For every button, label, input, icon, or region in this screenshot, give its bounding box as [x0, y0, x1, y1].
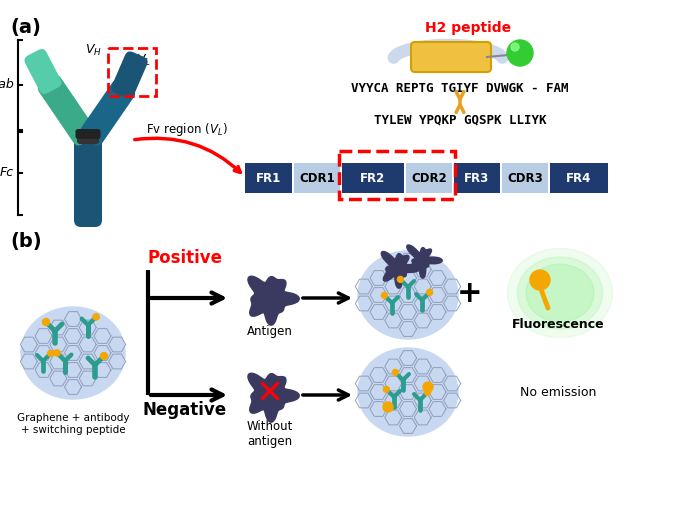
Ellipse shape: [526, 264, 594, 322]
Text: +: +: [457, 279, 483, 307]
Bar: [245, 163, 292, 193]
Text: $V_L$: $V_L$: [136, 52, 151, 67]
Ellipse shape: [508, 248, 612, 338]
Text: No emission: No emission: [520, 386, 596, 398]
Text: Fv region ($V_L$): Fv region ($V_L$): [146, 121, 228, 138]
Circle shape: [48, 351, 53, 356]
Text: Graphene + antibody
+ switching peptide: Graphene + antibody + switching peptide: [16, 413, 129, 435]
Text: Fc: Fc: [0, 167, 14, 179]
Bar: [550, 163, 608, 193]
Text: Positive: Positive: [147, 249, 223, 267]
Text: CDR3: CDR3: [507, 172, 543, 185]
Text: Antigen: Antigen: [247, 325, 293, 338]
Circle shape: [42, 319, 49, 325]
Text: FR1: FR1: [256, 172, 281, 185]
FancyBboxPatch shape: [411, 42, 491, 72]
Circle shape: [511, 43, 519, 51]
FancyBboxPatch shape: [111, 51, 148, 99]
Circle shape: [425, 390, 431, 395]
Ellipse shape: [358, 251, 458, 339]
Text: FR4: FR4: [566, 172, 592, 185]
Circle shape: [530, 270, 550, 290]
Text: FR3: FR3: [464, 172, 490, 185]
Bar: [339, 151, 455, 199]
Text: Without
antigen: Without antigen: [247, 420, 293, 448]
FancyBboxPatch shape: [74, 133, 102, 227]
Circle shape: [507, 40, 533, 66]
Polygon shape: [248, 276, 299, 325]
Text: Fab: Fab: [0, 79, 14, 91]
Text: Negative: Negative: [143, 401, 227, 419]
Bar: [342, 163, 404, 193]
Text: FR2: FR2: [360, 172, 386, 185]
Circle shape: [53, 350, 60, 356]
Circle shape: [423, 382, 433, 392]
Text: CDR2: CDR2: [411, 172, 447, 185]
Circle shape: [397, 277, 403, 282]
Circle shape: [93, 314, 99, 320]
Text: (b): (b): [10, 232, 42, 251]
Bar: [294, 163, 340, 193]
Ellipse shape: [517, 257, 603, 329]
Text: VYYCA REPTG TGIYF DVWGK - FAM: VYYCA REPTG TGIYF DVWGK - FAM: [351, 82, 569, 95]
Circle shape: [384, 387, 389, 392]
FancyBboxPatch shape: [77, 132, 99, 144]
Text: H2 peptide: H2 peptide: [425, 21, 511, 35]
Polygon shape: [382, 251, 420, 288]
FancyBboxPatch shape: [79, 80, 135, 145]
FancyBboxPatch shape: [38, 75, 96, 145]
Bar: [406, 163, 452, 193]
Text: TYLEW YPQKP GQSPK LLIYK: TYLEW YPQKP GQSPK LLIYK: [374, 114, 546, 126]
Text: Fluorescence: Fluorescence: [512, 318, 604, 331]
Ellipse shape: [358, 348, 458, 436]
Text: $V_H$: $V_H$: [84, 43, 101, 58]
Polygon shape: [248, 373, 299, 422]
Bar: [454, 163, 500, 193]
Text: ✕: ✕: [256, 377, 284, 411]
FancyBboxPatch shape: [25, 49, 62, 94]
Text: CDR1: CDR1: [299, 172, 335, 185]
Circle shape: [101, 353, 108, 359]
Bar: [108, 48, 156, 96]
Circle shape: [393, 370, 398, 375]
Circle shape: [382, 292, 387, 298]
Bar: [502, 163, 548, 193]
Ellipse shape: [21, 307, 125, 399]
Text: (a): (a): [10, 18, 41, 37]
FancyBboxPatch shape: [75, 129, 101, 139]
Circle shape: [383, 402, 393, 412]
Circle shape: [427, 289, 433, 296]
Polygon shape: [407, 245, 443, 278]
